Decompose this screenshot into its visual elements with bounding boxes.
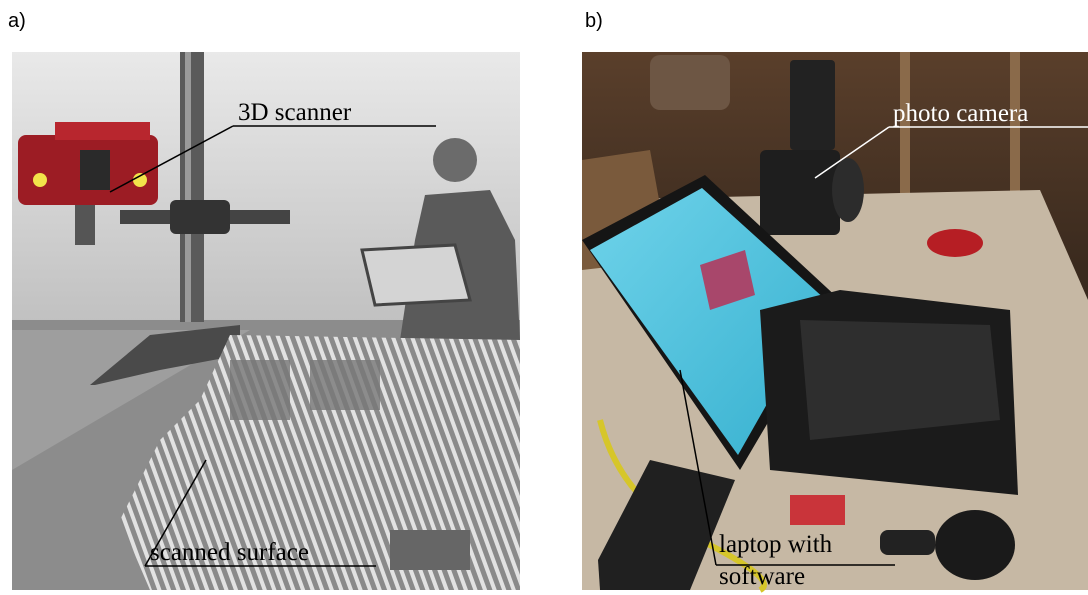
annotation-text: 3D scanner (238, 99, 352, 126)
panel-label: a) (8, 10, 26, 32)
annotation-text: laptop with (719, 531, 833, 558)
panel-label: b) (585, 10, 603, 32)
annotation-text: photo camera (893, 100, 1028, 127)
annotation-text: scanned surface (150, 539, 309, 566)
annotation-text: software (719, 563, 805, 590)
annotation-photo-camera: photo camera (814, 100, 1088, 179)
photo-a (12, 52, 520, 590)
annotation-scanned-surface: scanned surface (144, 459, 376, 567)
annotation-3d-scanner: 3D scanner (109, 99, 436, 193)
photo-b (582, 52, 1088, 593)
annotation-laptop: laptop with software (679, 369, 895, 590)
